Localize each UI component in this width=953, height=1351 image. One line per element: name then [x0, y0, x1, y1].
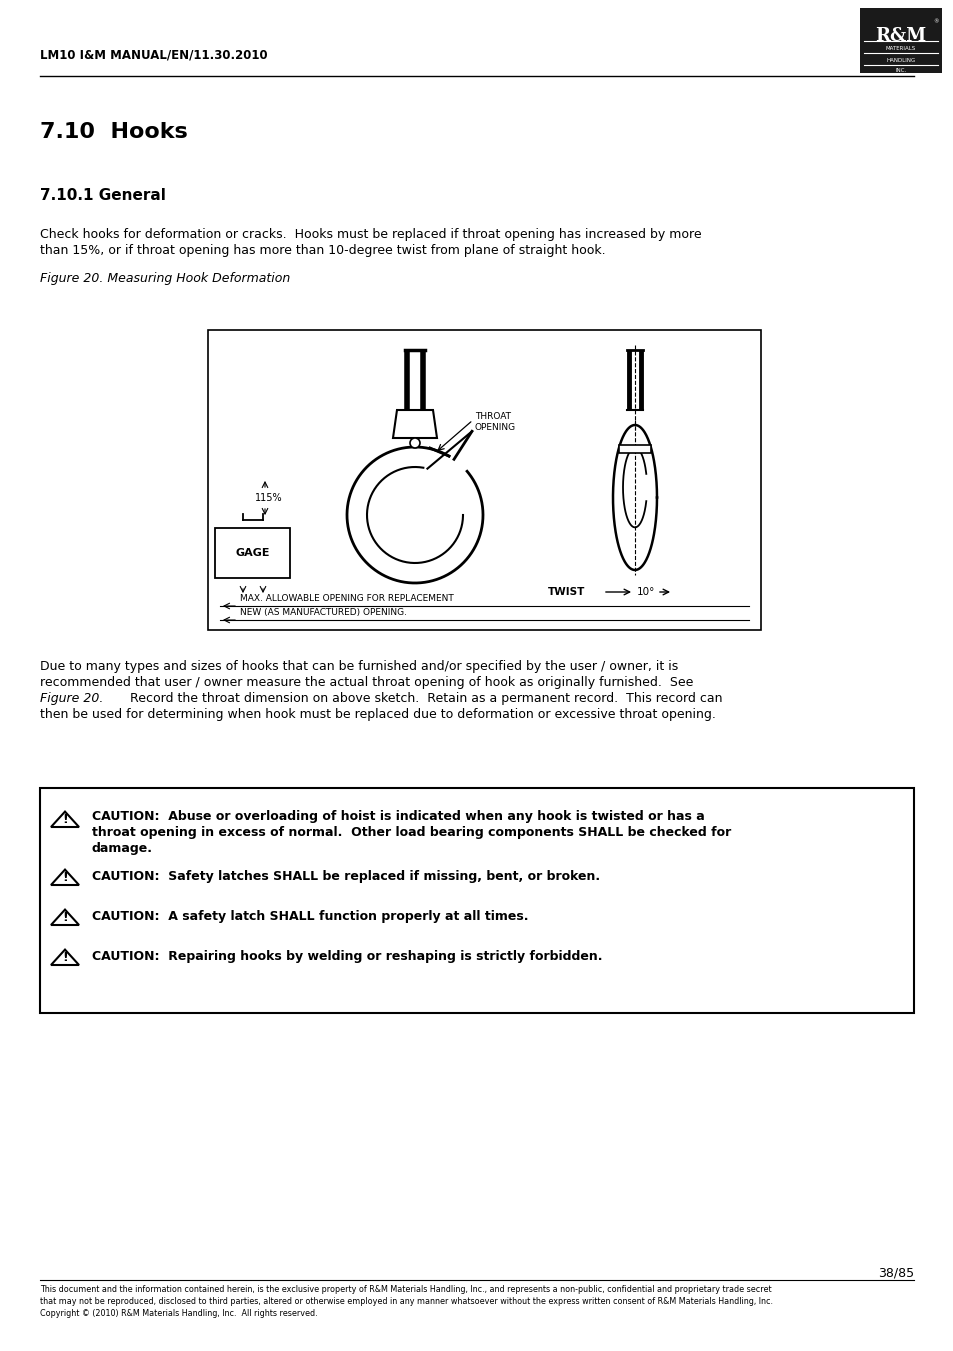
Text: CAUTION:  Repairing hooks by welding or reshaping is strictly forbidden.: CAUTION: Repairing hooks by welding or r… — [91, 950, 602, 963]
Polygon shape — [51, 950, 79, 965]
Text: then be used for determining when hook must be replaced due to deformation or ex: then be used for determining when hook m… — [40, 708, 715, 721]
Text: CAUTION:  A safety latch SHALL function properly at all times.: CAUTION: A safety latch SHALL function p… — [91, 911, 528, 923]
Text: LM10 I&M MANUAL/EN/11.30.2010: LM10 I&M MANUAL/EN/11.30.2010 — [40, 49, 268, 62]
Bar — [859, 8, 941, 73]
Text: 7.10.1 General: 7.10.1 General — [40, 188, 166, 203]
Text: 38/85: 38/85 — [877, 1267, 913, 1279]
Text: throat opening in excess of normal.  Other load bearing components SHALL be chec: throat opening in excess of normal. Othe… — [91, 825, 731, 839]
Text: CAUTION:  Safety latches SHALL be replaced if missing, bent, or broken.: CAUTION: Safety latches SHALL be replace… — [91, 870, 599, 884]
Text: 115%: 115% — [254, 493, 282, 503]
Text: Due to many types and sizes of hooks that can be furnished and/or specified by t: Due to many types and sizes of hooks tha… — [40, 661, 678, 673]
Text: !: ! — [62, 812, 68, 825]
Text: R&M: R&M — [875, 27, 925, 45]
Text: THROAT
OPENING: THROAT OPENING — [475, 412, 516, 432]
Text: Figure 20. Measuring Hook Deformation: Figure 20. Measuring Hook Deformation — [40, 272, 290, 285]
Text: !: ! — [62, 951, 68, 963]
Polygon shape — [51, 909, 79, 925]
Circle shape — [410, 438, 419, 449]
Text: HANDLING: HANDLING — [885, 58, 915, 62]
Text: !: ! — [62, 911, 68, 924]
Bar — [409, 351, 420, 409]
Text: CAUTION:  Abuse or overloading of hoist is indicated when any hook is twisted or: CAUTION: Abuse or overloading of hoist i… — [91, 811, 704, 823]
Text: GAGE: GAGE — [235, 549, 270, 558]
Bar — [618, 444, 650, 453]
Text: than 15%, or if throat opening has more than 10-degree twist from plane of strai: than 15%, or if throat opening has more … — [40, 245, 605, 257]
Text: damage.: damage. — [91, 842, 152, 855]
Text: TWIST: TWIST — [547, 586, 585, 597]
Text: Copyright © (2010) R&M Materials Handling, Inc.  All rights reserved.: Copyright © (2010) R&M Materials Handlin… — [40, 1309, 317, 1319]
Bar — [214, 528, 290, 578]
Text: NEW (AS MANUFACTURED) OPENING.: NEW (AS MANUFACTURED) OPENING. — [240, 608, 407, 617]
Text: INC.: INC. — [895, 69, 905, 73]
Bar — [630, 351, 639, 409]
Bar — [40, 788, 913, 1013]
Text: Record the throat dimension on above sketch.  Retain as a permanent record.  Thi: Record the throat dimension on above ske… — [122, 692, 721, 705]
Text: MAX. ALLOWABLE OPENING FOR REPLACEMENT: MAX. ALLOWABLE OPENING FOR REPLACEMENT — [240, 594, 454, 603]
Bar — [208, 330, 760, 630]
Text: ®: ® — [933, 19, 938, 24]
Polygon shape — [51, 812, 79, 827]
Text: !: ! — [62, 870, 68, 884]
Text: MATERIALS: MATERIALS — [885, 46, 915, 50]
Text: 7.10  Hooks: 7.10 Hooks — [40, 122, 188, 142]
Text: that may not be reproduced, disclosed to third parties, altered or otherwise emp: that may not be reproduced, disclosed to… — [40, 1297, 772, 1306]
Text: Check hooks for deformation or cracks.  Hooks must be replaced if throat opening: Check hooks for deformation or cracks. H… — [40, 228, 700, 240]
Text: This document and the information contained herein, is the exclusive property of: This document and the information contai… — [40, 1285, 771, 1294]
Text: 10°: 10° — [637, 586, 655, 597]
Polygon shape — [393, 409, 436, 438]
Polygon shape — [51, 870, 79, 885]
Text: recommended that user / owner measure the actual throat opening of hook as origi: recommended that user / owner measure th… — [40, 676, 693, 689]
Text: Figure 20.: Figure 20. — [40, 692, 103, 705]
